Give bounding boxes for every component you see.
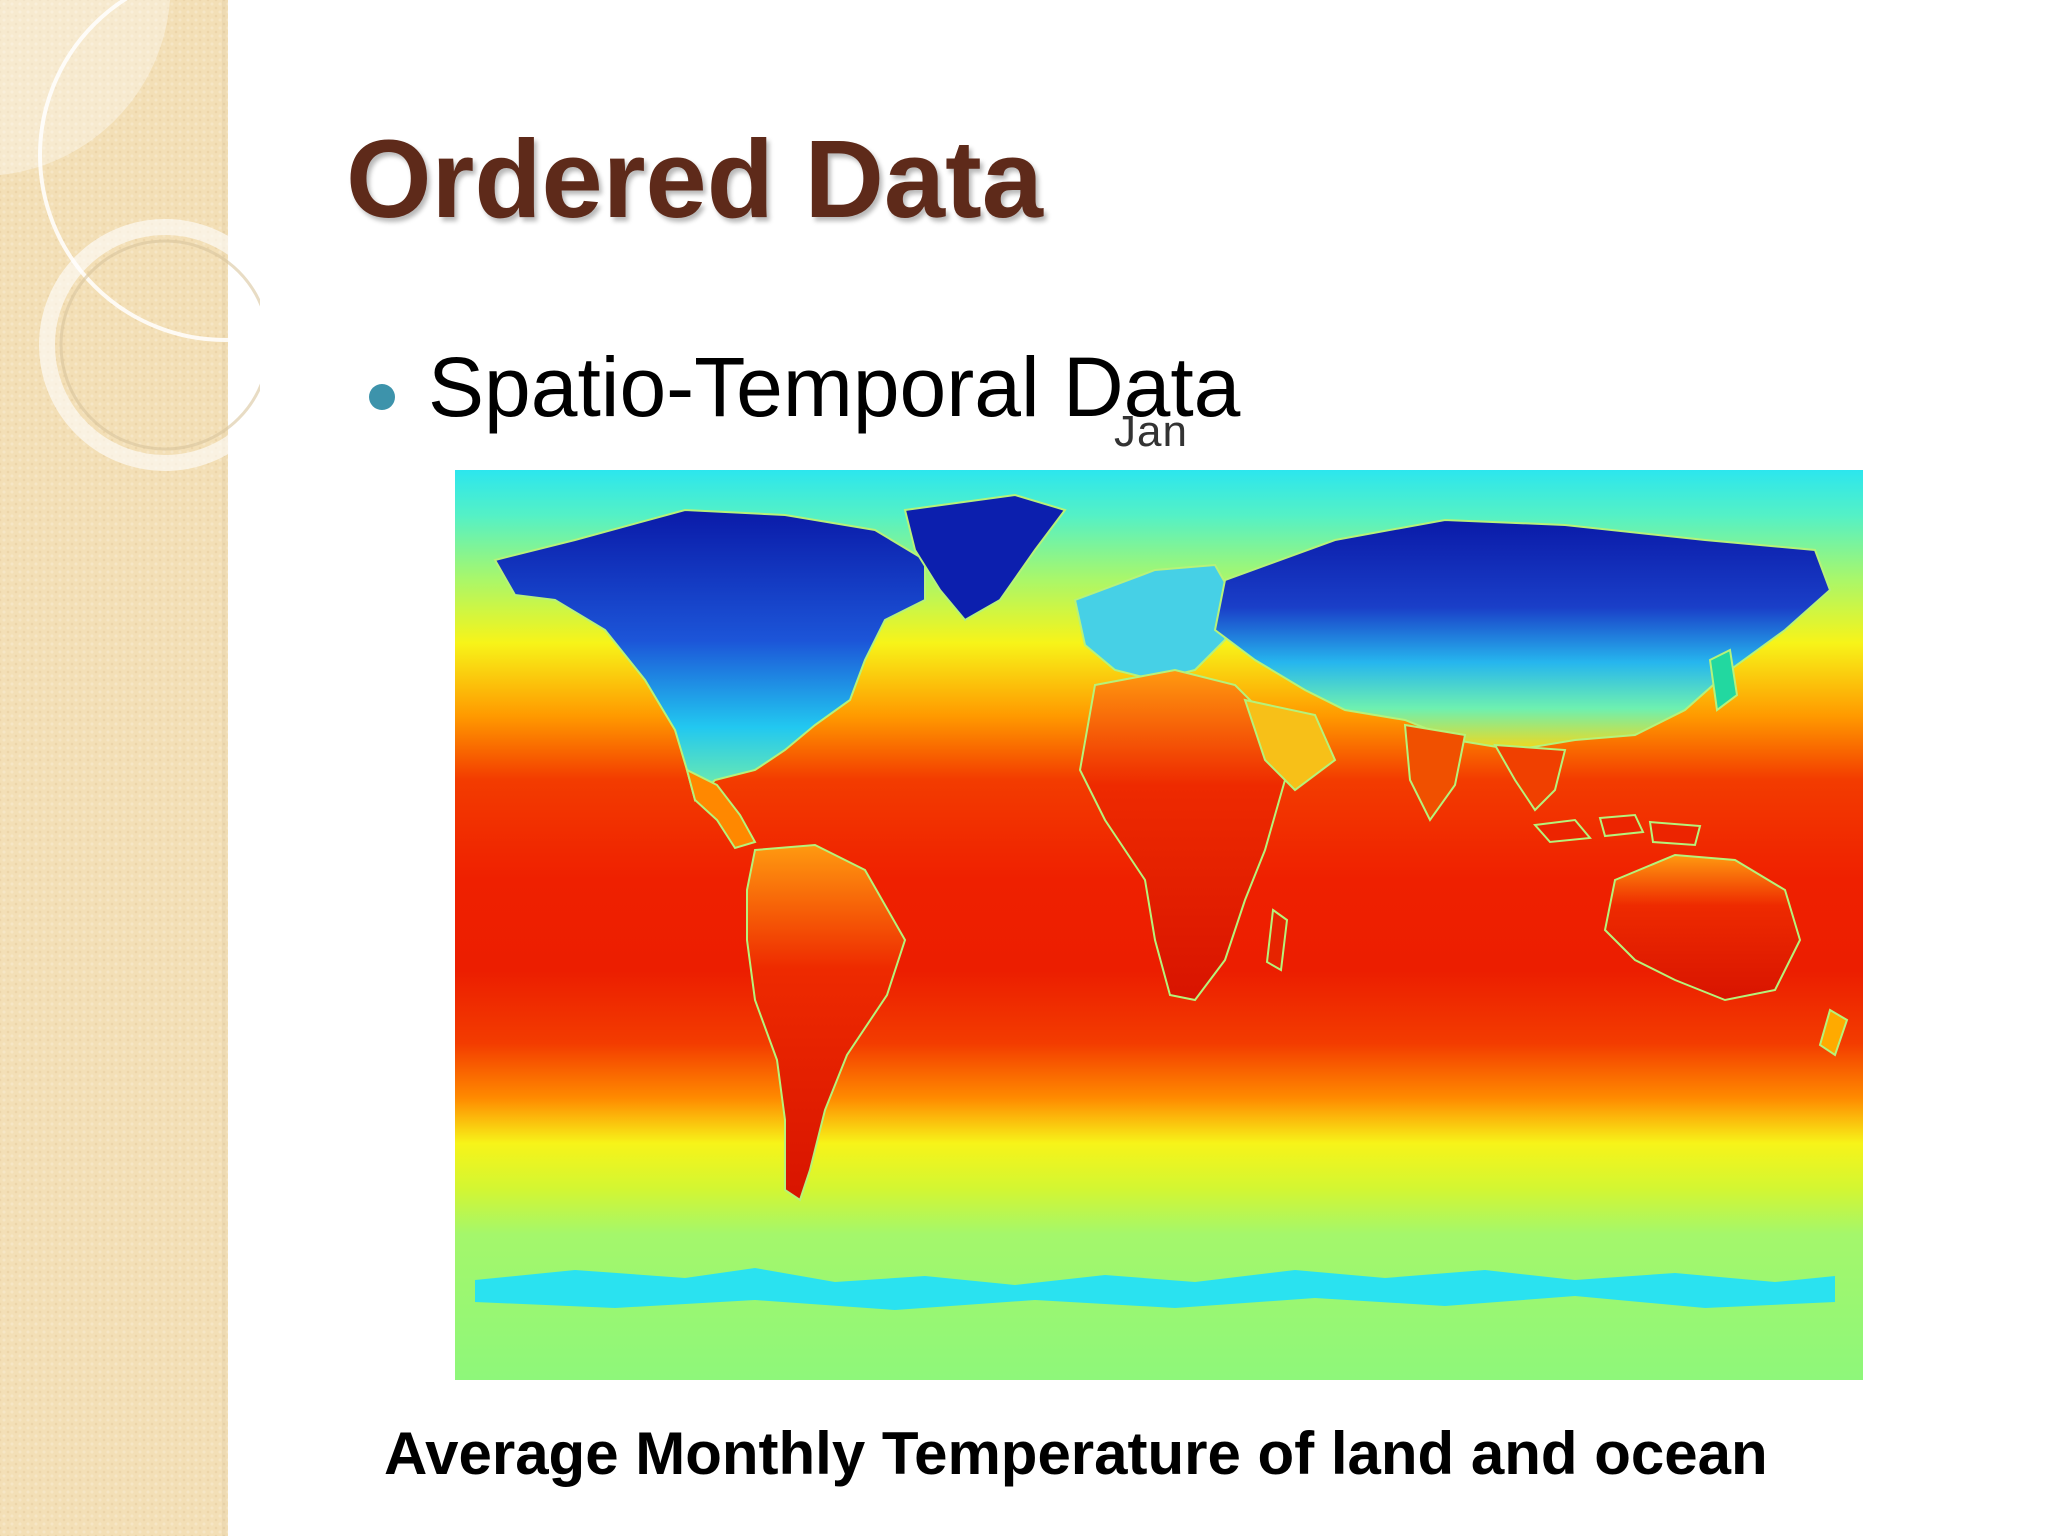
antarctic-fringe <box>475 1268 1835 1310</box>
asia <box>1213 518 1832 752</box>
temperature-map <box>455 470 1863 1380</box>
south-america <box>746 843 907 1202</box>
slide-title: Ordered Data <box>346 118 1043 241</box>
island-1 <box>1532 818 1592 844</box>
southeast-asia <box>1493 743 1567 812</box>
island-2 <box>1598 813 1645 838</box>
temperature-map-graphic <box>455 470 1863 1380</box>
africa <box>1078 668 1287 1002</box>
side-panel-edge <box>222 0 230 1536</box>
madagascar <box>1265 908 1289 972</box>
north-america <box>493 508 926 802</box>
bullet-dot <box>369 384 395 410</box>
japan <box>1708 648 1739 712</box>
india <box>1403 723 1467 822</box>
new-zealand <box>1818 1008 1849 1057</box>
map-caption: Average Monthly Temperature of land and … <box>384 1420 1768 1487</box>
greenland <box>903 493 1067 622</box>
arabian-peninsula <box>1243 698 1337 792</box>
central-america <box>685 768 757 850</box>
island-3 <box>1648 820 1702 847</box>
decorative-rings <box>0 0 260 471</box>
europe <box>1073 563 1237 682</box>
australia <box>1603 853 1802 1002</box>
bullet-text: Spatio-Temporal Data <box>428 340 1241 434</box>
map-month-label: Jan <box>1114 407 1188 456</box>
